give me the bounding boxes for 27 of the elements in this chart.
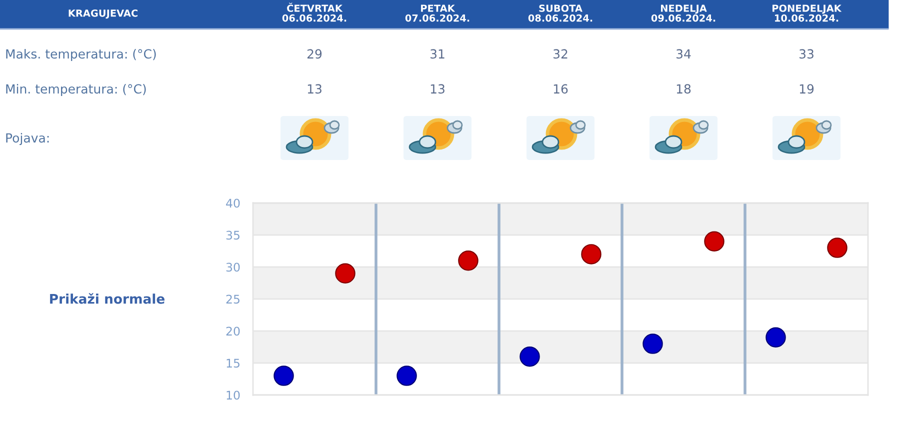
- text: Prikaži normale: [50, 293, 164, 304]
- text: Maks. temperatura: (°C): [6, 48, 156, 62]
- y-tick-label: 40: [226, 198, 240, 208]
- text: Min. temperatura: (°C): [6, 84, 146, 96]
- y-tick-label: 30: [226, 262, 240, 272]
- y-tick-label: 20: [226, 326, 240, 336]
- data-label: 32: [554, 49, 568, 59]
- text: SUBOTA 08.06.2024.: [528, 4, 592, 22]
- text: NEDELJA 09.06.2024.: [651, 4, 716, 22]
- text: PETAK 07.06.2024.: [405, 4, 470, 22]
- y-tick-label: 25: [226, 294, 240, 304]
- data-label: 33: [800, 49, 814, 59]
- data-label: 19: [800, 84, 814, 94]
- text: Pojava:: [6, 132, 49, 146]
- data-label: 16: [554, 84, 568, 94]
- data-label: 18: [676, 84, 691, 94]
- text: PONEDELJAK 10.06.2024.: [772, 4, 842, 22]
- data-label: 34: [676, 49, 691, 59]
- y-tick-label: 15: [226, 358, 240, 368]
- data-label: 13: [308, 84, 322, 94]
- data-label: 29: [307, 49, 322, 59]
- text: KRAGUJEVAC: [68, 9, 138, 19]
- y-tick-label: 10: [226, 390, 240, 400]
- data-label: 31: [430, 49, 444, 59]
- data-label: 13: [430, 84, 444, 94]
- y-tick-label: 35: [226, 230, 240, 240]
- text: ČETVRTAK 06.06.2024.: [282, 2, 346, 22]
